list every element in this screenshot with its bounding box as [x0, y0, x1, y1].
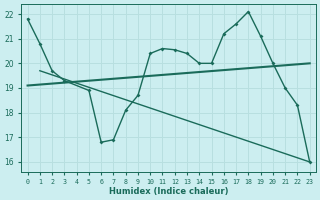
X-axis label: Humidex (Indice chaleur): Humidex (Indice chaleur) — [109, 187, 228, 196]
